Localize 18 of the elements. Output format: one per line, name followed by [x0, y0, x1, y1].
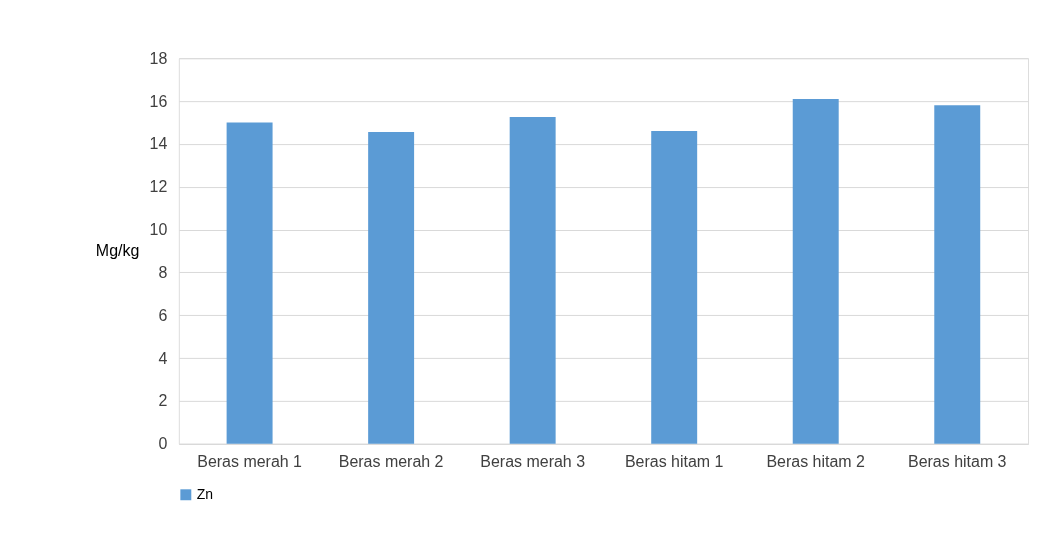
x-tick-label: Beras hitam 1: [624, 453, 724, 471]
y-tick-label: 8: [158, 263, 168, 281]
y-axis-title: Mg/kg: [95, 242, 140, 260]
y-tick-label: 12: [149, 178, 168, 196]
x-tick-label: Beras merah 1: [197, 453, 303, 471]
y-tick-label: 0: [158, 435, 168, 453]
y-tick-label: 18: [149, 49, 168, 67]
legend-label: Zn: [196, 485, 214, 502]
y-tick-label: 14: [149, 135, 168, 153]
y-tick-label: 4: [158, 349, 168, 367]
y-tick-label: 10: [149, 221, 168, 239]
x-tick-label: Beras hitam 2: [766, 453, 866, 471]
x-tick-label: Beras merah 2: [338, 453, 444, 471]
y-tick-label: 6: [158, 306, 168, 324]
x-tick-label: Beras merah 3: [480, 453, 586, 471]
x-tick-label: Beras hitam 3: [907, 453, 1007, 471]
y-tick-label: 2: [158, 392, 168, 410]
y-tick-label: 16: [149, 92, 168, 110]
